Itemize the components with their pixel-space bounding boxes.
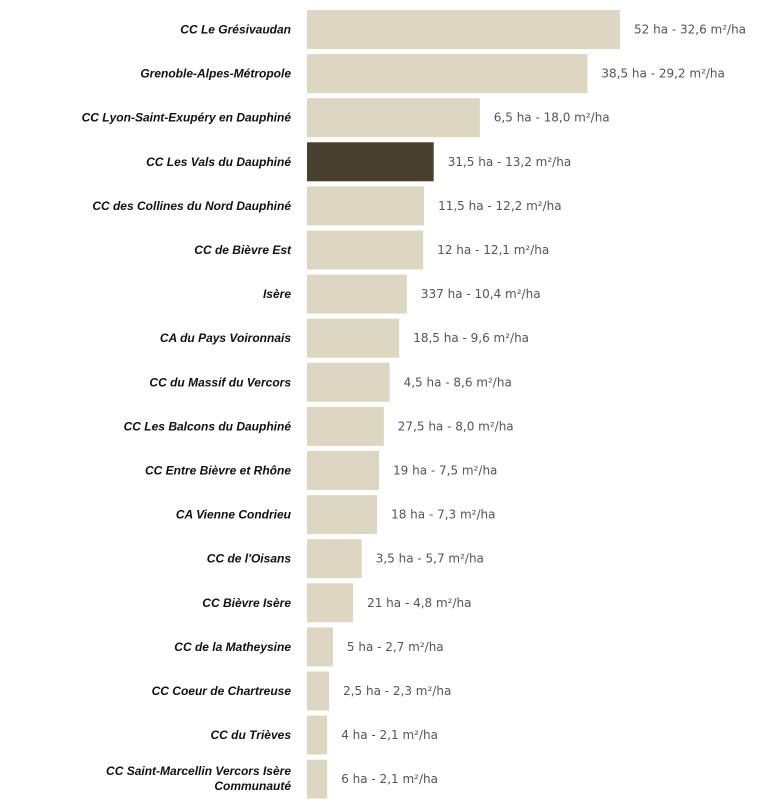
value-label-3: 31,5 ha - 13,2 m²/ha xyxy=(448,155,572,169)
bar-3 xyxy=(307,142,434,182)
value-label-10: 19 ha - 7,5 m²/ha xyxy=(393,464,497,478)
value-label-12: 3,5 ha - 5,7 m²/ha xyxy=(376,552,484,566)
bar-13 xyxy=(307,583,354,623)
category-label-12: CC de l'Oisans xyxy=(207,552,292,566)
bar-4 xyxy=(307,186,425,226)
bar-1 xyxy=(307,54,588,94)
bar-2 xyxy=(307,98,480,138)
value-label-11: 18 ha - 7,3 m²/ha xyxy=(391,508,495,522)
category-label-10: CC Entre Bièvre et Rhône xyxy=(145,464,291,478)
value-label-2: 6,5 ha - 18,0 m²/ha xyxy=(494,111,610,125)
category-label-14: CC de la Matheysine xyxy=(174,640,291,654)
category-label-16: CC du Trièves xyxy=(211,728,292,742)
value-label-15: 2,5 ha - 2,3 m²/ha xyxy=(343,684,451,698)
bar-10 xyxy=(307,451,379,490)
value-label-6: 337 ha - 10,4 m²/ha xyxy=(421,287,541,301)
value-label-17: 6 ha - 2,1 m²/ha xyxy=(341,772,438,786)
bar-11 xyxy=(307,495,378,535)
bar-6 xyxy=(307,274,407,314)
bar-8 xyxy=(307,362,390,402)
category-label-6: Isère xyxy=(263,287,291,301)
category-label-17: CC Saint-Marcellin Vercors Isère Communau… xyxy=(106,764,291,793)
bar-14 xyxy=(307,627,333,667)
category-label-3: CC Les Vals du Dauphiné xyxy=(146,155,291,169)
category-label-13: CC Bièvre Isère xyxy=(202,596,291,610)
value-label-8: 4,5 ha - 8,6 m²/ha xyxy=(404,375,512,389)
category-label-1: Grenoble-Alpes-Métropole xyxy=(140,67,291,81)
bar-12 xyxy=(307,539,362,579)
value-label-0: 52 ha - 32,6 m²/ha xyxy=(634,23,746,37)
bar-5 xyxy=(307,230,424,270)
value-label-7: 18,5 ha - 9,6 m²/ha xyxy=(413,331,529,345)
bar-7 xyxy=(307,318,400,358)
value-label-9: 27,5 ha - 8,0 m²/ha xyxy=(398,419,514,433)
category-label-2: CC Lyon-Saint-Exupéry en Dauphiné xyxy=(82,111,292,125)
category-label-8: CC du Massif du Vercors xyxy=(149,375,291,389)
value-label-1: 38,5 ha - 29,2 m²/ha xyxy=(601,67,725,81)
category-label-7: CA du Pays Voironnais xyxy=(160,331,291,345)
value-label-14: 5 ha - 2,7 m²/ha xyxy=(347,640,444,654)
category-label-9: CC Les Balcons du Dauphiné xyxy=(124,419,292,433)
value-label-16: 4 ha - 2,1 m²/ha xyxy=(341,728,438,742)
bar-16 xyxy=(307,715,328,755)
category-label-4: CC des Collines du Nord Dauphiné xyxy=(92,199,291,213)
value-label-4: 11,5 ha - 12,2 m²/ha xyxy=(438,199,561,213)
bar-17 xyxy=(307,759,328,799)
bar-15 xyxy=(307,671,330,711)
category-label-11: CA Vienne Condrieu xyxy=(176,508,292,522)
value-label-5: 12 ha - 12,1 m²/ha xyxy=(437,243,549,257)
category-label-15: CC Coeur de Chartreuse xyxy=(152,684,292,698)
category-label-5: CC de Bièvre Est xyxy=(194,243,292,257)
bar-9 xyxy=(307,406,384,446)
category-label-0: CC Le Grésivaudan xyxy=(180,23,291,37)
value-label-13: 21 ha - 4,8 m²/ha xyxy=(367,596,471,610)
bar-0 xyxy=(307,10,620,49)
